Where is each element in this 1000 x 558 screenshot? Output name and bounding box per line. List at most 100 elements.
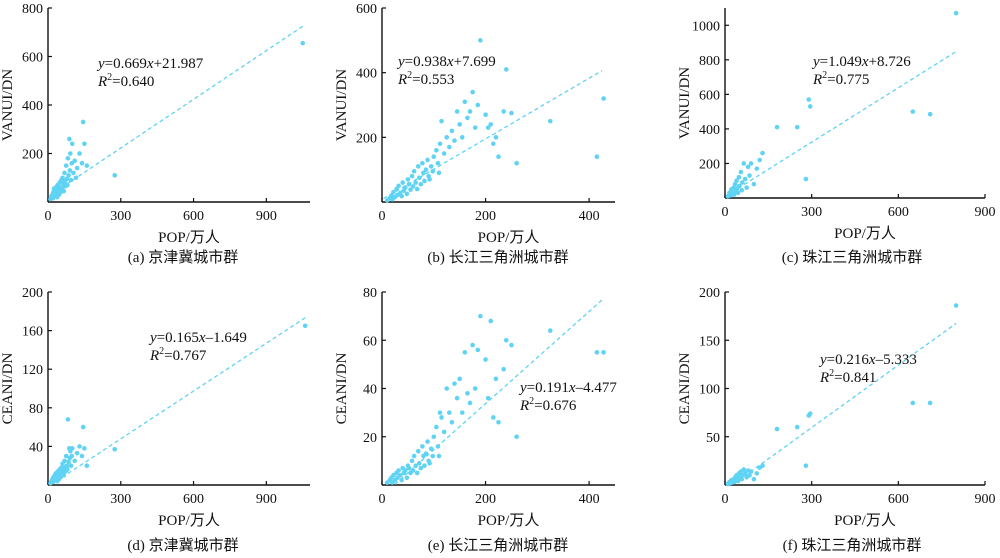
data-point — [80, 424, 86, 430]
data-point — [483, 112, 488, 117]
data-point — [79, 453, 85, 459]
data-point — [472, 125, 478, 130]
y-tick-label: 800 — [699, 54, 720, 69]
r-squared: R2=0.553 — [397, 70, 454, 88]
data-point — [807, 104, 813, 109]
x-tick-label: 0 — [45, 209, 52, 224]
data-point — [68, 177, 74, 183]
data-point — [435, 160, 441, 166]
data-point — [953, 303, 959, 308]
x-axis-title: POP/万人 — [158, 512, 220, 529]
panel-caption: (d) 京津冀城市群 — [127, 537, 238, 554]
data-point — [454, 109, 460, 114]
y-axis-title: VANUI/DN — [334, 69, 350, 141]
data-point — [406, 181, 412, 187]
data-point — [422, 178, 427, 184]
data-point — [391, 473, 396, 478]
data-point — [734, 178, 739, 184]
y-tick-label: 200 — [22, 148, 43, 163]
y-tick-label: 800 — [22, 2, 43, 17]
y-tick-label: 160 — [22, 325, 43, 340]
data-point — [754, 166, 760, 171]
r-squared: R2=0.841 — [819, 368, 876, 386]
data-point — [415, 164, 421, 169]
x-tick-label: 300 — [801, 205, 822, 220]
x-tick-label: 600 — [183, 209, 204, 224]
x-tick-label: 0 — [722, 205, 729, 220]
x-tick-label: 300 — [801, 492, 822, 507]
scatter-panel: 0 200 400 20 40 60 80 POP/万人 CEANI/DN y=0.191x–4.… — [334, 286, 617, 554]
y-tick-label: 400 — [22, 99, 43, 114]
scatter-panel: 0 300 600 900 200 400 600 800 POP/万人 VANUI/DN y=0.… — [0, 2, 310, 266]
data-point — [742, 176, 748, 182]
data-point — [437, 410, 443, 415]
data-point — [65, 467, 70, 472]
x-axis-title: POP/万人 — [478, 229, 540, 246]
data-point — [735, 190, 741, 196]
y-tick-label: 80 — [363, 286, 377, 301]
data-point — [737, 183, 742, 189]
data-point — [431, 154, 437, 160]
y-tick-label: 1000 — [692, 19, 720, 34]
y-axis-title: CEANI/DN — [677, 353, 693, 425]
data-point — [404, 191, 410, 197]
y-tick-label: 200 — [699, 286, 720, 301]
data-point — [79, 160, 85, 166]
y-tick-label: 600 — [356, 2, 377, 17]
data-point — [61, 188, 67, 194]
data-point — [441, 151, 447, 156]
x-tick-label: 400 — [579, 492, 600, 507]
data-point — [434, 424, 439, 430]
data-point — [427, 460, 432, 466]
y-tick-label: 100 — [699, 383, 720, 398]
y-tick-label: 600 — [699, 88, 720, 103]
data-point — [794, 124, 800, 130]
data-point — [547, 328, 553, 333]
data-point — [514, 434, 519, 440]
x-tick-label: 0 — [722, 492, 729, 507]
x-tick-label: 0 — [379, 492, 386, 507]
data-point — [547, 118, 553, 124]
data-point — [413, 180, 418, 185]
data-point — [475, 347, 481, 353]
data-point — [391, 190, 396, 195]
data-point — [748, 161, 754, 166]
data-point — [415, 448, 421, 454]
data-point — [493, 376, 499, 382]
data-point — [82, 446, 87, 451]
x-tick-label: 300 — [110, 492, 131, 507]
panel-caption: (e) 长江三角洲城市群 — [428, 537, 568, 554]
x-tick-label: 400 — [579, 209, 600, 224]
y-tick-label: 200 — [356, 131, 377, 146]
data-point — [488, 318, 494, 324]
data-point — [927, 400, 933, 406]
data-point — [72, 158, 77, 164]
data-point — [65, 417, 71, 422]
y-tick-label: 600 — [22, 51, 43, 66]
data-point — [409, 458, 415, 464]
y-tick-label: 60 — [363, 334, 377, 349]
data-point — [63, 163, 69, 168]
data-point — [63, 453, 69, 459]
y-tick-label: 150 — [699, 334, 720, 349]
data-point — [594, 350, 600, 355]
data-point — [403, 185, 408, 190]
data-point — [447, 144, 452, 150]
data-point — [62, 458, 67, 464]
y-tick-label: 40 — [363, 383, 377, 398]
data-point — [601, 350, 606, 355]
data-point — [428, 446, 434, 452]
data-point — [112, 173, 118, 178]
data-point — [467, 400, 473, 406]
scatter-panel: 0 300 600 900 200 400 600 800 1000 POP/万人 VANUI/DN… — [677, 8, 996, 266]
data-point — [594, 154, 600, 160]
data-point — [731, 192, 737, 197]
data-point — [475, 102, 481, 108]
data-point — [77, 444, 82, 449]
fit-line — [50, 317, 306, 486]
data-point — [601, 96, 606, 101]
data-point — [449, 128, 455, 134]
data-point — [66, 459, 71, 465]
data-point — [437, 141, 443, 147]
